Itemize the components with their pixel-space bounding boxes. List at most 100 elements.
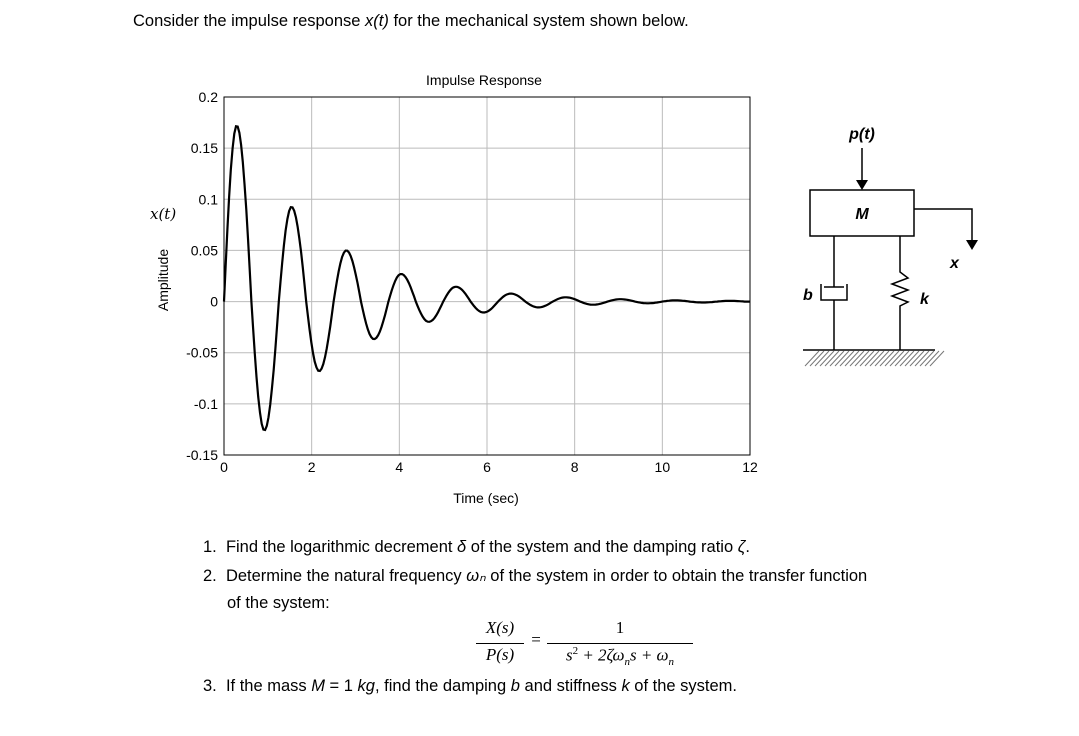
eq-rhs-denominator: s2 + 2ζωns + ωn [545, 645, 695, 668]
hatch-line [924, 350, 940, 367]
q1-delta: δ [457, 538, 467, 556]
response-curve [222, 125, 750, 432]
eq-rhs-numerator: 1 [615, 618, 625, 637]
question-1: 1. Find the logarithmic decrement δ of t… [203, 538, 750, 557]
hatch-line [844, 350, 860, 367]
q3-kg: kg [357, 677, 375, 695]
hatch-line [839, 350, 855, 367]
hatch-line [889, 350, 905, 367]
q3-t2: , find the damping [374, 677, 511, 695]
q2-text2: of the system in order to obtain the tra… [485, 567, 868, 585]
hatch-line [859, 350, 875, 367]
q3-t0: If the mass [225, 677, 312, 695]
plot-frame [223, 96, 751, 456]
q3-t4: of the system. [629, 677, 737, 695]
x-tick-label: 10 [655, 459, 671, 475]
y-tick-label: 0.15 [191, 140, 218, 156]
eq-n: n [624, 656, 630, 669]
eq-lhs-bar [476, 643, 524, 644]
q2-num: 2. [203, 567, 217, 585]
intro-var: x(t) [365, 12, 389, 30]
q1-text: Find the logarithmic decrement [225, 538, 458, 556]
hatch-line [834, 350, 850, 367]
hatch-line [879, 350, 895, 367]
y-tick-label: 0.2 [199, 89, 219, 105]
hatch-line [814, 350, 830, 367]
mass-label: M [855, 206, 869, 223]
damper-label: b [803, 287, 813, 304]
x-tick-label: 8 [571, 459, 579, 475]
q2-text: Determine the natural frequency [225, 567, 467, 585]
eq-n2: n [668, 656, 675, 669]
y-tick-label: -0.1 [194, 396, 218, 412]
force-arrowhead [856, 180, 868, 190]
x-tick-label: 4 [395, 459, 403, 475]
y-axis-label: Amplitude [155, 249, 171, 311]
x-tick-label: 2 [308, 459, 316, 475]
hatch-line [884, 350, 900, 367]
hatch-line [914, 350, 930, 367]
hatch-line [819, 350, 835, 367]
eq-rhs-bar [547, 643, 693, 644]
q1-zeta: ζ [737, 538, 746, 556]
hatch-line [899, 350, 915, 367]
x-axis-label: Time (sec) [453, 490, 519, 506]
ground-hatch [804, 350, 945, 367]
eq-sq: 2 [572, 645, 579, 657]
eq-lhs-numerator: X(s) [485, 618, 515, 637]
displacement-label: x [949, 255, 960, 272]
hatch-line [919, 350, 935, 367]
hatch-line [804, 350, 820, 367]
q3-t1: = 1 [324, 677, 358, 695]
x-tick-label: 6 [483, 459, 491, 475]
hatch-line [809, 350, 825, 367]
q2-continuation: of the system: [227, 594, 330, 612]
y-axis-xt-label: x(t) [150, 205, 176, 223]
spring [889, 236, 911, 350]
mass-block [809, 189, 915, 237]
q3-num: 3. [203, 677, 217, 695]
y-tick-label: 0.05 [191, 242, 218, 258]
force-label: p(t) [848, 126, 875, 143]
hatch-line [849, 350, 865, 367]
q3-b: b [510, 677, 520, 695]
y-tick-label: 0 [210, 294, 218, 310]
eq-term2: + 2ζω [578, 645, 625, 665]
hatch-line [829, 350, 845, 367]
hatch-line [909, 350, 925, 367]
hatch-line [894, 350, 910, 367]
q3-t3: and stiffness [519, 677, 622, 695]
intro-text: Consider the impulse response x(t) for t… [133, 12, 689, 31]
mechanical-diagram: p(t) M x b k [803, 126, 978, 367]
x-tick-label: 12 [742, 459, 758, 475]
intro-pre: Consider the impulse response [133, 12, 366, 30]
hatch-line [929, 350, 945, 367]
y-tick-label: -0.05 [186, 345, 218, 361]
eq-term3: s + ω [629, 645, 669, 665]
displacement-line [914, 208, 973, 240]
intro-post: for the mechanical system shown below. [388, 12, 689, 30]
eq-s: s [565, 645, 573, 665]
eq-lhs-denominator: P(s) [485, 645, 515, 664]
question-2: 2. Determine the natural frequency ωₙ of… [203, 566, 867, 586]
q1-num: 1. [203, 538, 217, 556]
q1-text2: of the system and the damping ratio [466, 538, 738, 556]
y-tick-label: -0.15 [186, 447, 218, 463]
hatch-line [824, 350, 840, 367]
hatch-line [869, 350, 885, 367]
displacement-arrowhead [966, 240, 978, 250]
hatch-line [904, 350, 920, 367]
hatch-line [874, 350, 890, 367]
x-tick-label: 0 [220, 459, 228, 475]
hatch-line [854, 350, 870, 367]
q3-M: M [311, 677, 325, 695]
tick-labels: 0 2 4 6 8 10 12 0.2 0.15 0.1 0.05 0 -0.05 -0.1 -0.15 [186, 89, 758, 475]
q1-end: . [745, 538, 750, 556]
chart-title: Impulse Response [426, 72, 542, 88]
q3-k: k [621, 677, 630, 695]
q2-omega: ωₙ [466, 567, 486, 585]
hatch-line [864, 350, 880, 367]
spring-label: k [920, 291, 930, 308]
